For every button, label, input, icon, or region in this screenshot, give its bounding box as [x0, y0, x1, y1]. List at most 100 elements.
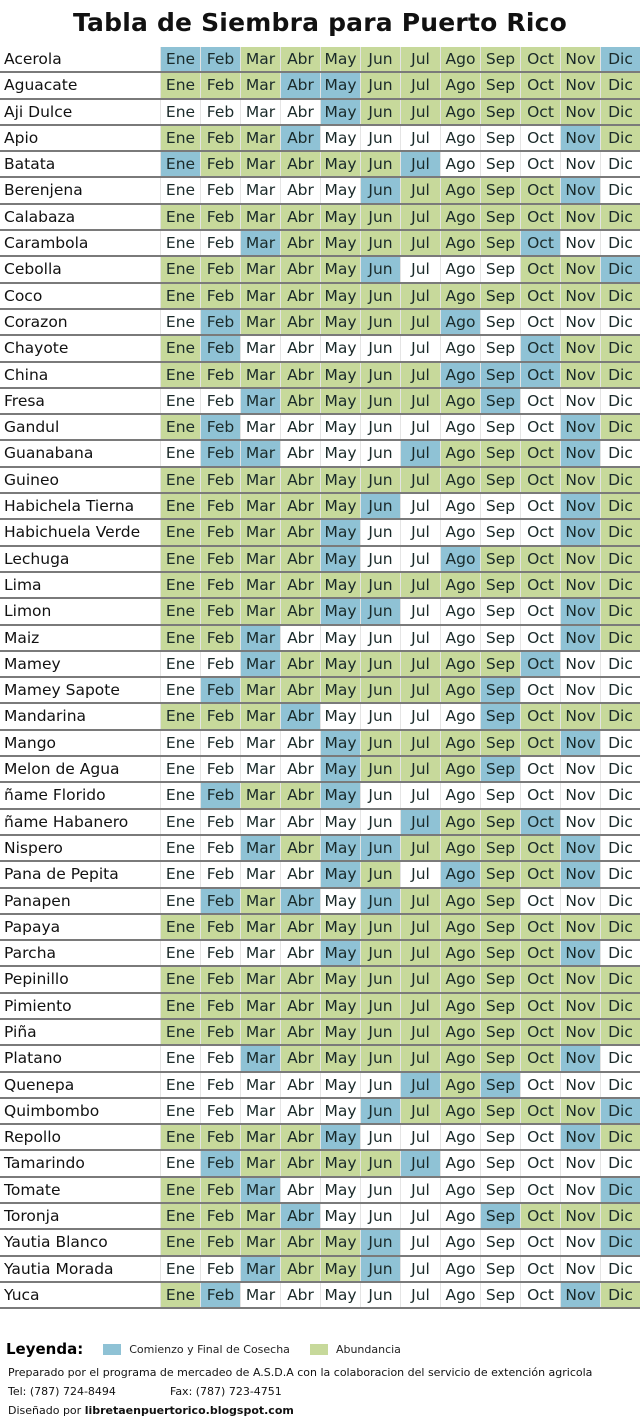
- month-cell: Sep: [480, 1019, 520, 1045]
- month-cell: Dic: [600, 546, 640, 571]
- month-cell: Sep: [480, 178, 520, 203]
- month-cell: Jul: [400, 415, 440, 440]
- month-cell: Mar: [240, 257, 280, 282]
- month-cell: Ene: [160, 494, 200, 519]
- month-cell: Dic: [600, 1019, 640, 1045]
- designed-site: libretaenpuertorico.blogspot.com: [84, 1404, 294, 1417]
- month-cell: May: [320, 1256, 360, 1281]
- month-cell: Abr: [280, 520, 320, 545]
- month-cell: Ago: [440, 704, 480, 729]
- month-cell: Oct: [520, 257, 560, 282]
- month-cell: Jun: [360, 1019, 400, 1045]
- table-row: Platano Ene Feb Mar Abr May Jun Jul Ago Sep Oct Nov…: [0, 1046, 640, 1073]
- month-cell: Dic: [600, 231, 640, 256]
- month-cell: Feb: [200, 441, 240, 466]
- month-cell: Feb: [200, 862, 240, 887]
- month-cell: May: [320, 757, 360, 782]
- page-title: Tabla de Siembra para Puerto Rico: [73, 8, 567, 37]
- month-cell: May: [320, 1125, 360, 1150]
- crop-name: Parcha: [0, 941, 160, 966]
- month-cell: May: [320, 546, 360, 571]
- month-cell: Jul: [400, 651, 440, 677]
- table-row: Acerola Ene Feb Mar Abr May Jun Jul Ago Sep Oct Nov…: [0, 47, 640, 74]
- month-cell: Ene: [160, 1282, 200, 1308]
- month-cell: Sep: [480, 520, 520, 545]
- month-cell: Sep: [480, 283, 520, 308]
- month-cell: May: [320, 47, 360, 72]
- month-cell: Abr: [280, 309, 320, 335]
- month-cell: Sep: [480, 757, 520, 782]
- month-cell: Ene: [160, 599, 200, 624]
- month-cell: Ene: [160, 678, 200, 703]
- month-cell: Dic: [600, 835, 640, 861]
- month-cell: Jul: [400, 1098, 440, 1124]
- month-cell: Nov: [560, 967, 600, 992]
- month-cell: Ago: [440, 651, 480, 677]
- month-cell: Sep: [480, 231, 520, 256]
- month-cell: Ago: [440, 388, 480, 414]
- month-cell: Ago: [440, 47, 480, 72]
- month-cell: Sep: [480, 809, 520, 834]
- designed-by: Diseñado por libretaenpuertorico.blogspo…: [8, 1404, 294, 1417]
- month-cell: Ago: [440, 941, 480, 966]
- month-cell: Sep: [480, 441, 520, 466]
- month-cell: Oct: [520, 625, 560, 650]
- month-cell: Ene: [160, 415, 200, 440]
- month-cell: Mar: [240, 415, 280, 440]
- month-cell: Ago: [440, 1019, 480, 1045]
- blue-swatch-icon: [103, 1343, 122, 1355]
- table-row: Parcha Ene Feb Mar Abr May Jun Jul Ago Sep Oct Nov D…: [0, 941, 640, 968]
- month-cell: Mar: [240, 152, 280, 177]
- month-cell: Jun: [360, 730, 400, 756]
- month-cell: Nov: [560, 152, 600, 177]
- month-cell: May: [320, 125, 360, 151]
- month-cell: Dic: [600, 967, 640, 992]
- crop-name: Tomate: [0, 1177, 160, 1203]
- month-cell: Sep: [480, 99, 520, 124]
- month-cell: Dic: [600, 678, 640, 703]
- month-cell: Ene: [160, 99, 200, 124]
- month-cell: Ene: [160, 783, 200, 808]
- month-cell: May: [320, 678, 360, 703]
- month-cell: May: [320, 467, 360, 493]
- month-cell: Jul: [400, 1230, 440, 1255]
- month-cell: Dic: [600, 47, 640, 72]
- month-cell: Nov: [560, 1019, 600, 1045]
- month-cell: Feb: [200, 152, 240, 177]
- month-cell: Sep: [480, 362, 520, 387]
- month-cell: Jun: [360, 572, 400, 598]
- month-cell: Dic: [600, 467, 640, 493]
- month-cell: Jul: [400, 993, 440, 1018]
- crop-name: Carambola: [0, 231, 160, 256]
- month-cell: Ene: [160, 441, 200, 466]
- month-cell: Feb: [200, 546, 240, 571]
- month-cell: Sep: [480, 572, 520, 598]
- month-cell: May: [320, 730, 360, 756]
- month-cell: Jun: [360, 1204, 400, 1229]
- table-row: Repollo Ene Feb Mar Abr May Jun Jul Ago Sep Oct Nov…: [0, 1125, 640, 1152]
- month-cell: Nov: [560, 231, 600, 256]
- month-cell: Jun: [360, 231, 400, 256]
- month-cell: Abr: [280, 1098, 320, 1124]
- month-cell: Mar: [240, 467, 280, 493]
- month-cell: Abr: [280, 1072, 320, 1097]
- month-cell: Ene: [160, 914, 200, 940]
- month-cell: Mar: [240, 204, 280, 230]
- month-cell: Jun: [360, 467, 400, 493]
- month-cell: Dic: [600, 1177, 640, 1203]
- month-cell: May: [320, 309, 360, 335]
- month-cell: Nov: [560, 1256, 600, 1281]
- month-cell: May: [320, 415, 360, 440]
- month-cell: Jul: [400, 809, 440, 834]
- month-cell: Nov: [560, 47, 600, 72]
- month-cell: Jun: [360, 783, 400, 808]
- month-cell: Nov: [560, 599, 600, 624]
- crop-name: Toronja: [0, 1204, 160, 1229]
- month-cell: Nov: [560, 651, 600, 677]
- month-cell: May: [320, 1177, 360, 1203]
- table-row: Melon de Agua Ene Feb Mar Abr May Jun Jul Ago Sep…: [0, 757, 640, 784]
- month-cell: Dic: [600, 441, 640, 466]
- month-cell: Sep: [480, 1072, 520, 1097]
- crop-name: Batata: [0, 152, 160, 177]
- month-cell: Mar: [240, 625, 280, 650]
